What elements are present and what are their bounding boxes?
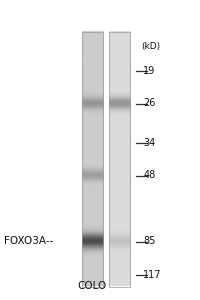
Text: 26: 26 bbox=[142, 98, 155, 109]
Text: 48: 48 bbox=[142, 170, 155, 181]
Bar bbox=[108, 32, 130, 286]
Bar bbox=[82, 32, 103, 286]
Text: 85: 85 bbox=[142, 236, 155, 247]
Text: (kD): (kD) bbox=[140, 42, 160, 51]
Text: FOXO3A--: FOXO3A-- bbox=[4, 236, 53, 247]
Text: 19: 19 bbox=[142, 65, 155, 76]
Text: 117: 117 bbox=[142, 269, 161, 280]
Text: 34: 34 bbox=[142, 137, 155, 148]
Text: COLO: COLO bbox=[77, 281, 107, 291]
